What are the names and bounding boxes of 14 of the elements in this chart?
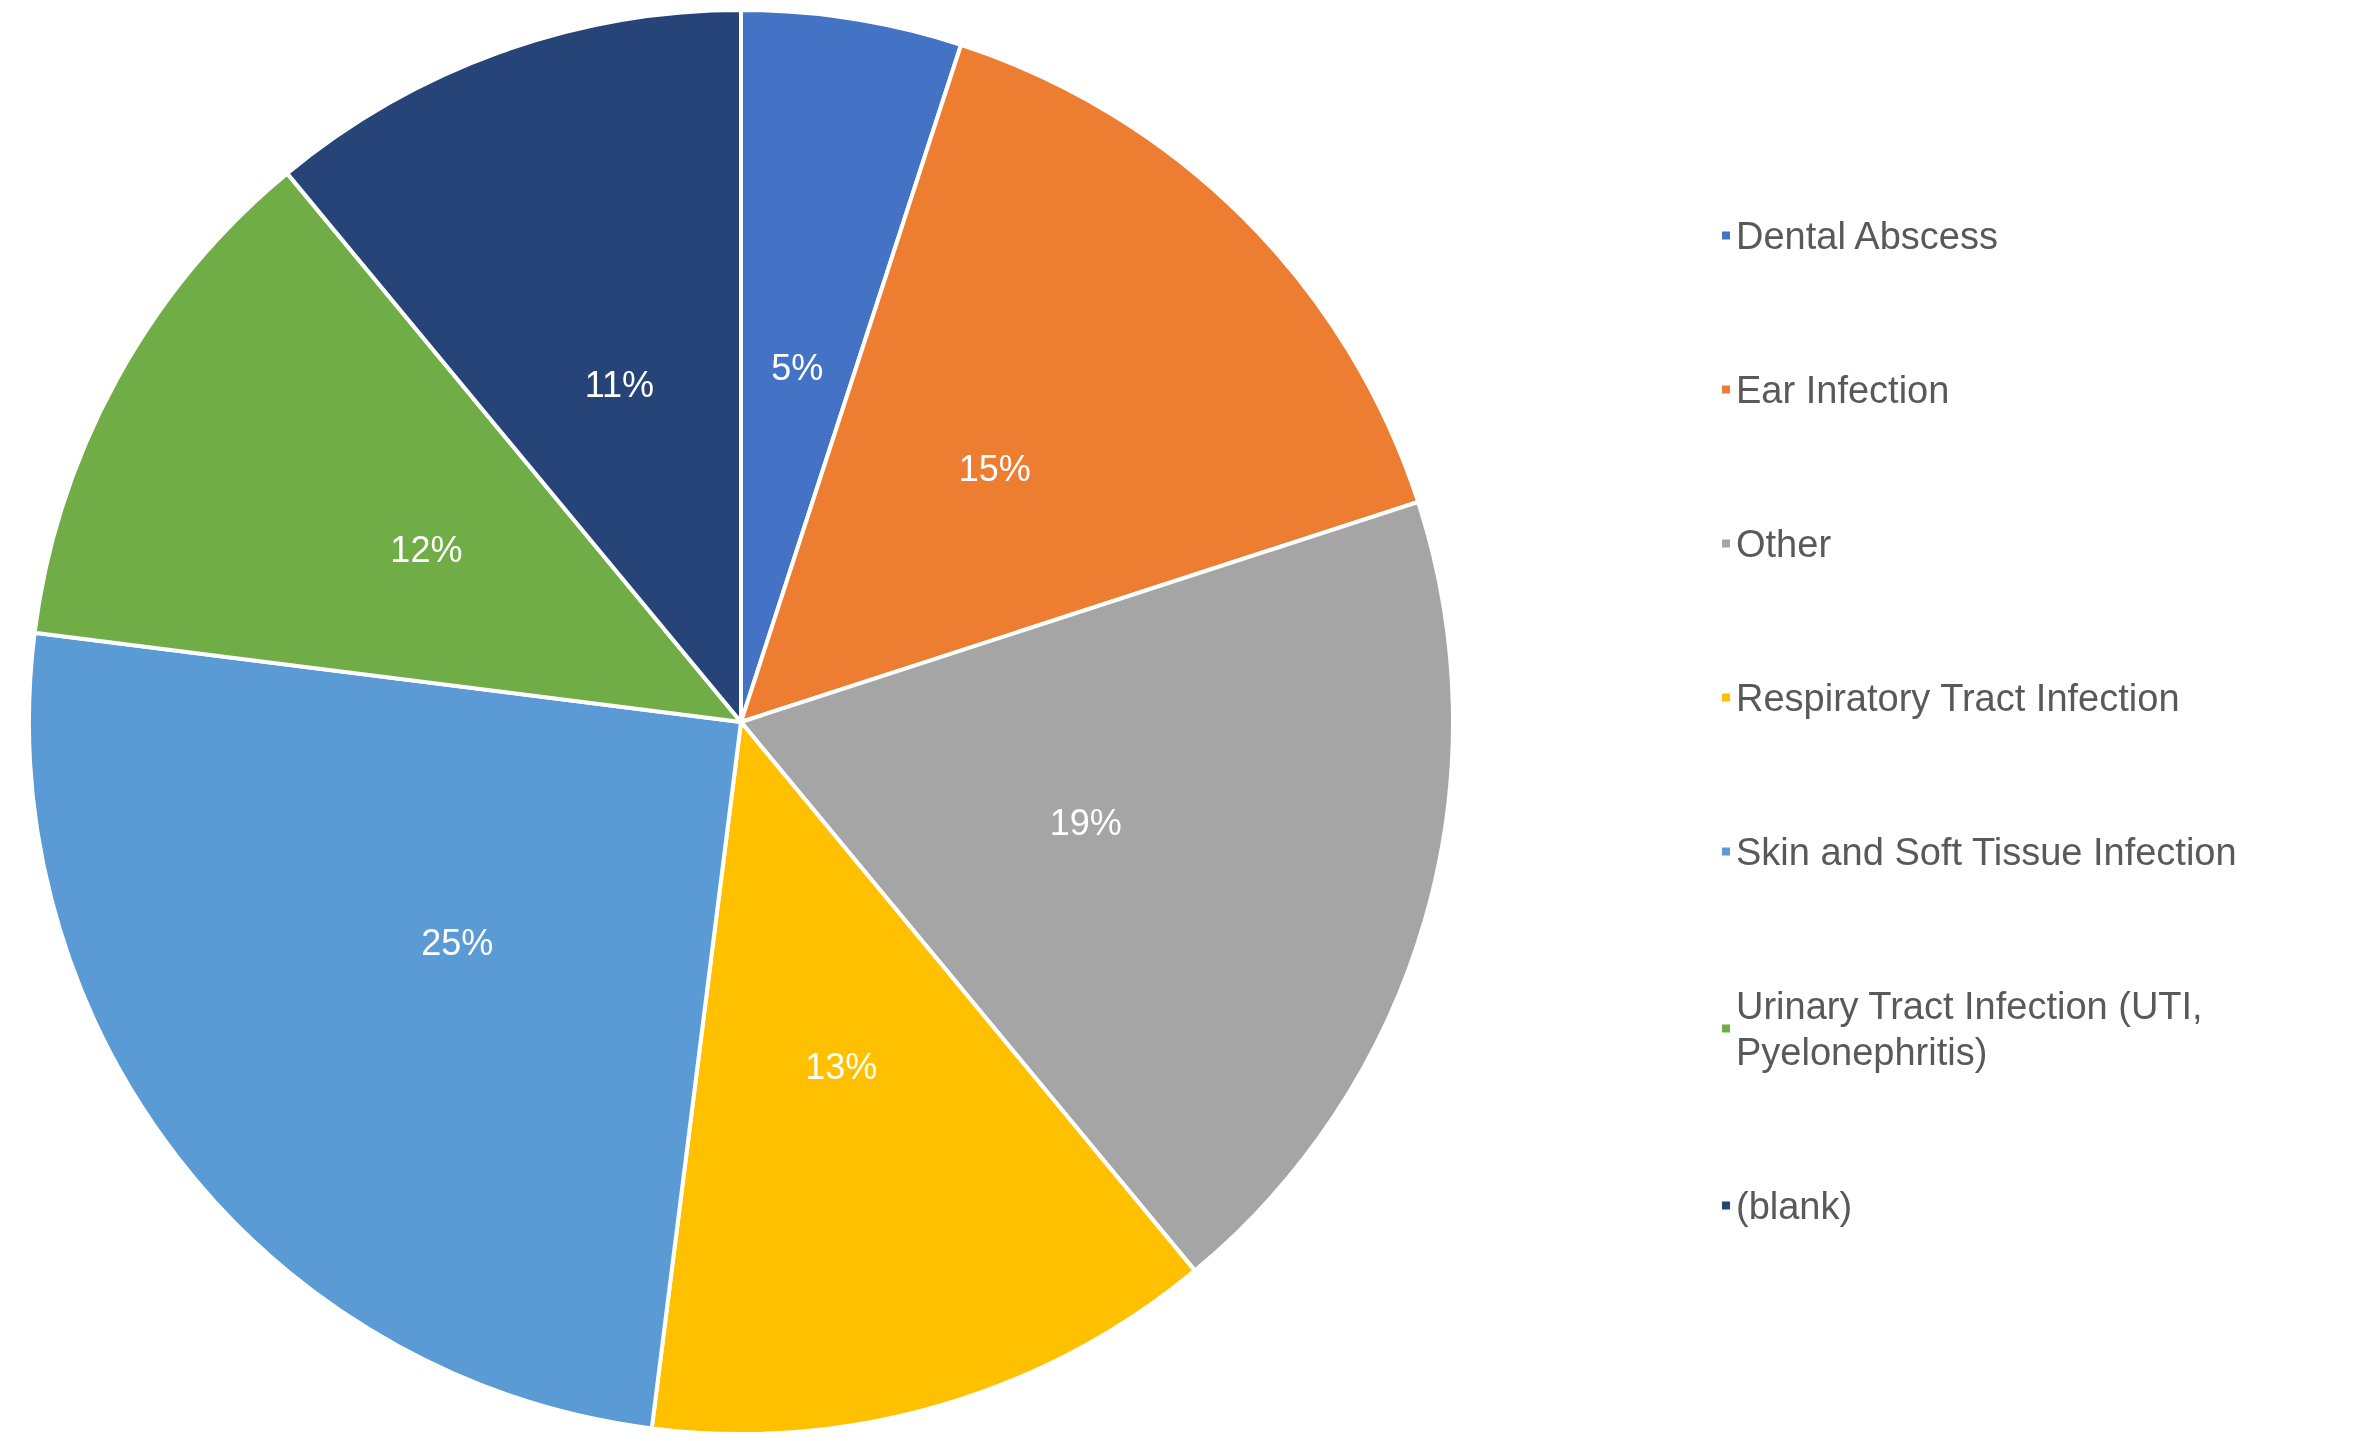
data-label: 5% [771, 346, 824, 388]
legend-label: Skin and Soft Tissue Infection [1736, 830, 2237, 873]
legend-label: (blank) [1736, 1184, 1853, 1227]
data-label: 13% [805, 1046, 878, 1088]
legend-label: Respiratory Tract Infection [1736, 676, 2180, 719]
legend-label: Dental Abscess [1736, 214, 1998, 257]
data-label: 12% [390, 528, 463, 570]
data-label: 15% [958, 447, 1031, 489]
data-label: 11% [584, 363, 655, 405]
data-label: 19% [1049, 801, 1122, 843]
data-label: 25% [421, 921, 494, 963]
legend-label: Urinary Tract Infection (UTI, Pyelonephritis) [1736, 984, 2214, 1073]
legend-label: Other [1736, 522, 1832, 565]
legend-label: Ear Infection [1736, 368, 1950, 411]
